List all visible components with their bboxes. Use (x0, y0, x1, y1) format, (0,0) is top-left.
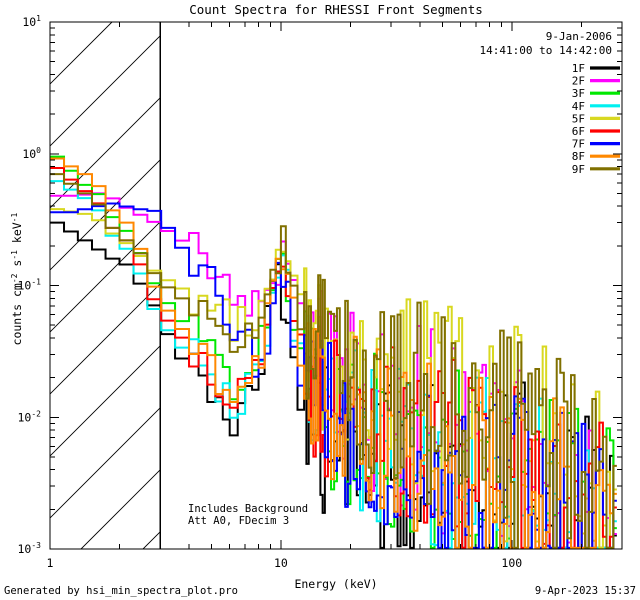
y-tick-label: 10-1 (18, 278, 42, 293)
y-axis-label-sup2: -1 (10, 250, 19, 260)
note-includes-background: Includes Background (188, 503, 308, 515)
x-tick-label: 100 (501, 556, 522, 570)
x-tick-label: 1 (47, 556, 54, 570)
y-axis-label-base3: keV (10, 222, 24, 250)
y-tick-labels: 101 100 10-1 10-2 10-3 (18, 14, 42, 556)
footer-timestamp: 9-Apr-2023 15:37 (535, 585, 636, 597)
excluded-energy-hatch (50, 22, 161, 549)
svg-text:counts cm-2 s-1 keV-1: counts cm-2 s-1 keV-1 (6, 164, 24, 408)
axis-ticks (49, 21, 623, 550)
y-tick-label: 101 (22, 14, 41, 29)
y-axis-label-sup3: -1 (10, 213, 19, 223)
y-tick-label: 100 (22, 146, 41, 161)
legend-label-6f: 6F (572, 125, 585, 138)
footer-generator: Generated by hsi_min_spectra_plot.pro (4, 585, 238, 597)
legend-label-2f: 2F (572, 75, 585, 88)
y-axis-label-base1: counts cm (10, 283, 24, 345)
legend-label-8f: 8F (572, 150, 585, 163)
legend-label-5f: 5F (572, 112, 585, 125)
y-axis-label-base2: s (10, 260, 24, 274)
legend-label-1f: 1F (572, 62, 585, 75)
x-tick-label: 10 (274, 556, 288, 570)
spectrum-line-8f (50, 157, 617, 549)
legend-label-7f: 7F (572, 138, 585, 151)
chart-title: Count Spectra for RHESSI Front Segments (189, 2, 483, 17)
spectrum-line-9f (50, 173, 617, 549)
legend-label-4f: 4F (572, 100, 585, 113)
x-axis-label: Energy (keV) (294, 577, 377, 591)
y-tick-label: 10-2 (18, 409, 42, 424)
legend-label-9f: 9F (572, 163, 585, 176)
observation-date: 9-Jan-2006 (546, 30, 612, 43)
legend-label-3f: 3F (572, 87, 585, 100)
y-axis-label: counts cm-2 s-1 keV-1 (6, 164, 24, 408)
y-tick-label: 10-3 (18, 541, 42, 556)
y-axis-label-sup1: -2 (10, 273, 19, 283)
observation-time-range: 14:41:00 to 14:42:00 (480, 44, 612, 57)
note-attenuator-state: Att A0, FDecim 3 (188, 515, 289, 527)
x-tick-labels: 1 10 100 (47, 556, 523, 570)
spectra-series-group (50, 155, 617, 549)
